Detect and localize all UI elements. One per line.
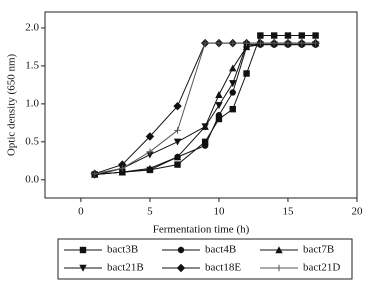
marker [257,39,264,47]
marker [270,32,278,39]
marker [270,39,278,47]
x-tick-label: 15 [282,206,294,218]
marker [173,153,182,161]
marker [229,39,236,47]
y-axis-title: Optic density (650 nm) [6,53,18,156]
marker [174,161,181,168]
marker [312,32,319,39]
marker [146,148,154,155]
marker [176,263,186,273]
series-line [94,42,316,175]
marker [243,70,250,77]
marker [173,138,182,146]
y-tick-label: 1.0 [25,97,39,109]
marker [229,64,237,72]
marker [312,39,319,47]
marker [215,102,223,110]
marker [229,80,237,88]
marker [91,170,98,177]
marker [177,246,185,254]
y-tick-label: 0.5 [25,135,39,147]
y-tick-label: 0.0 [25,173,39,185]
series-line [94,35,316,175]
legend-label: bact21D [303,262,340,274]
x-tick-label: 20 [352,206,364,218]
marker [215,91,223,98]
marker [79,264,87,272]
legend-label: bact4B [205,244,236,256]
marker [243,39,250,47]
marker [201,39,209,47]
series-line [94,42,316,175]
legend-box [57,238,353,280]
marker [284,32,292,39]
legend-label: bact18E [205,262,241,274]
marker [275,264,283,272]
series-line [94,44,316,175]
marker [284,39,292,47]
marker [215,112,223,119]
marker [174,127,181,134]
x-tick-label: 10 [213,206,225,218]
legend-label: bact7B [303,244,334,256]
marker [119,165,126,172]
marker [201,142,209,149]
marker [79,246,87,254]
plot-frame [44,11,358,199]
marker [215,115,223,123]
marker [146,164,154,172]
marker [118,160,127,169]
marker [275,246,283,254]
y-tick-label: 2.0 [25,21,39,33]
marker [229,89,236,96]
marker [298,39,305,47]
x-axis-title: Fermentation time (h) [153,224,250,236]
marker [257,32,264,39]
marker [173,101,182,111]
y-tick-label: 1.5 [25,59,39,71]
marker [201,138,209,146]
marker [229,105,236,113]
x-tick-label: 5 [147,206,153,218]
legend-label: bact3B [107,244,138,256]
x-tick-label: 0 [78,206,84,218]
series-line [94,42,316,175]
legend-label: bact21B [107,262,144,274]
marker [298,32,305,39]
marker [201,123,209,131]
marker [215,39,223,47]
marker [145,132,155,141]
series-line [94,44,316,176]
